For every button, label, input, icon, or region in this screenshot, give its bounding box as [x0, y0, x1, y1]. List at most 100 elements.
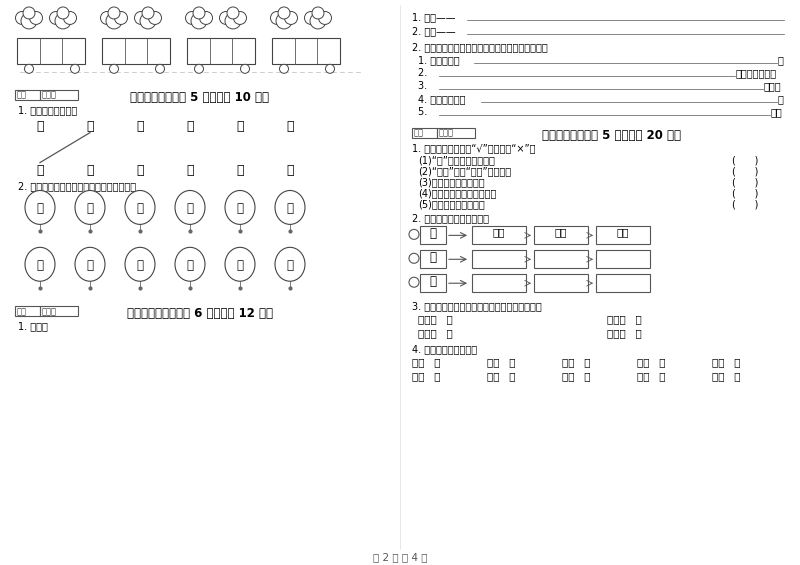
- Text: 3. 请在括号里写出下面植物是哪个季节开花的。: 3. 请在括号里写出下面植物是哪个季节开花的。: [412, 301, 542, 311]
- Text: 朋: 朋: [86, 202, 94, 215]
- Ellipse shape: [275, 190, 305, 224]
- Text: 天（   ）: 天（ ）: [412, 371, 441, 381]
- Bar: [17, 38, 85, 64]
- Text: 白: 白: [286, 163, 294, 176]
- Text: 2. 勤劳——: 2. 勤劳——: [412, 26, 456, 36]
- Text: zi: zi: [111, 14, 117, 23]
- Circle shape: [63, 11, 77, 24]
- Bar: [272, 38, 340, 64]
- Circle shape: [106, 13, 122, 29]
- Text: 时: 时: [137, 202, 143, 215]
- Text: 多: 多: [236, 163, 244, 176]
- Circle shape: [318, 11, 331, 24]
- Text: 周: 周: [430, 275, 437, 288]
- Text: 3.: 3.: [418, 81, 430, 91]
- Text: 桃花（   ）: 桃花（ ）: [607, 314, 642, 324]
- Text: (      ): ( ): [732, 199, 758, 210]
- Circle shape: [193, 7, 205, 19]
- Circle shape: [310, 13, 326, 29]
- Text: 六、综合题（每题 5 分，共计 20 分）: 六、综合题（每题 5 分，共计 20 分）: [542, 129, 682, 142]
- Text: 禾（   ）: 禾（ ）: [487, 357, 515, 367]
- Text: 无: 无: [86, 120, 94, 133]
- Text: 评卷人: 评卷人: [439, 129, 454, 138]
- Text: (      ): ( ): [732, 167, 758, 176]
- Text: 荷花（   ）: 荷花（ ）: [607, 328, 642, 338]
- Text: (2)“举头”就是“抜头”的意思。: (2)“举头”就是“抜头”的意思。: [418, 167, 511, 176]
- Text: 1. 造句：: 1. 造句：: [18, 321, 48, 331]
- Text: 米（   ）: 米（ ）: [487, 371, 515, 381]
- Text: 第 2 页 共 4 页: 第 2 页 共 4 页: [373, 553, 427, 563]
- Bar: [420, 250, 446, 268]
- Text: 1. 照样子，连一连。: 1. 照样子，连一连。: [18, 105, 78, 115]
- Text: (      ): ( ): [732, 189, 758, 198]
- Circle shape: [186, 11, 198, 24]
- Text: 蓝: 蓝: [237, 202, 243, 215]
- Text: (      ): ( ): [732, 177, 758, 188]
- Ellipse shape: [275, 247, 305, 281]
- Text: 从空中落下来。: 从空中落下来。: [736, 68, 777, 78]
- Circle shape: [285, 11, 298, 24]
- Text: 得分: 得分: [17, 91, 27, 100]
- Text: 野: 野: [37, 259, 43, 272]
- Text: 远: 远: [136, 163, 144, 176]
- Text: 日（   ）: 日（ ）: [562, 357, 590, 367]
- Bar: [102, 38, 170, 64]
- Circle shape: [25, 64, 34, 73]
- Ellipse shape: [75, 247, 105, 281]
- Text: 几: 几: [430, 251, 437, 264]
- Text: 故: 故: [286, 202, 294, 215]
- Ellipse shape: [25, 247, 55, 281]
- Circle shape: [312, 7, 324, 19]
- Text: ma: ma: [227, 14, 239, 23]
- Text: 白（   ）: 白（ ）: [562, 371, 590, 381]
- Bar: [40, 306, 78, 316]
- Circle shape: [409, 253, 419, 263]
- Circle shape: [50, 11, 62, 24]
- Text: 上（   ）: 上（ ）: [712, 357, 741, 367]
- Text: 黑: 黑: [186, 202, 194, 215]
- Bar: [472, 227, 526, 244]
- Circle shape: [279, 64, 289, 73]
- Text: kou: kou: [56, 14, 70, 23]
- Text: 评卷人: 评卷人: [42, 307, 57, 316]
- Bar: [534, 274, 588, 292]
- Text: 雨: 雨: [430, 227, 437, 240]
- Text: 5.: 5.: [418, 107, 430, 117]
- Circle shape: [15, 11, 29, 24]
- Bar: [596, 250, 650, 268]
- Text: men: men: [21, 14, 38, 23]
- Text: 影: 影: [86, 259, 94, 272]
- Circle shape: [30, 11, 42, 24]
- Text: 2.: 2.: [418, 68, 430, 78]
- Circle shape: [70, 64, 79, 73]
- Circle shape: [149, 11, 162, 24]
- Bar: [40, 90, 78, 100]
- Text: 4. 飘落的雨点像: 4. 飘落的雨点像: [418, 94, 466, 104]
- Ellipse shape: [125, 190, 155, 224]
- Text: 2. 哪两个气球可以连在一起，请你连一连。: 2. 哪两个气球可以连在一起，请你连一连。: [18, 181, 136, 192]
- Circle shape: [241, 64, 250, 73]
- Text: (      ): ( ): [732, 155, 758, 166]
- Circle shape: [23, 7, 35, 19]
- Text: 少: 少: [186, 120, 194, 133]
- Circle shape: [134, 11, 147, 24]
- Text: 杜花（   ）: 杜花（ ）: [418, 314, 453, 324]
- Text: 1. 骄傲——: 1. 骄傲——: [412, 12, 455, 22]
- Ellipse shape: [225, 190, 255, 224]
- Text: 正: 正: [286, 120, 294, 133]
- Text: 乡: 乡: [237, 259, 243, 272]
- Text: (5)阳光比金子更宝贵。: (5)阳光比金子更宝贵。: [418, 199, 485, 210]
- Text: jīn: jīn: [314, 14, 322, 23]
- Text: 1. 我们学会了: 1. 我们学会了: [418, 55, 460, 65]
- Text: 去: 去: [86, 163, 94, 176]
- Text: 反: 反: [186, 163, 194, 176]
- Ellipse shape: [225, 247, 255, 281]
- Bar: [420, 227, 446, 244]
- Bar: [420, 274, 446, 292]
- Text: 近: 近: [36, 120, 44, 133]
- Text: 下（   ）: 下（ ）: [712, 371, 741, 381]
- Text: 黑: 黑: [236, 120, 244, 133]
- Text: 得分: 得分: [414, 129, 424, 138]
- Circle shape: [409, 277, 419, 287]
- Text: 天: 天: [286, 259, 294, 272]
